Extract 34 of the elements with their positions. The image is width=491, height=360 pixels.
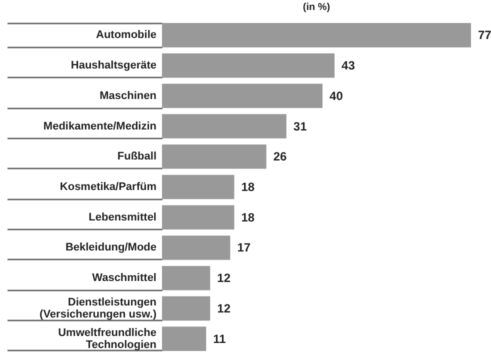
y-tick-label: Automobile bbox=[96, 29, 156, 42]
bar bbox=[162, 205, 234, 230]
y-tick-label: Waschmittel bbox=[92, 272, 156, 284]
data-label: 31 bbox=[293, 119, 308, 134]
bar bbox=[162, 23, 471, 48]
data-label: 11 bbox=[213, 332, 226, 346]
y-tick-label: Lebensmittel bbox=[88, 211, 156, 224]
y-tick-label: Dienstleistungen (Versicherungen usw.) bbox=[40, 296, 157, 320]
bar bbox=[162, 84, 323, 108]
bar bbox=[162, 326, 206, 351]
y-tick-label: Haushaltsgeräte bbox=[70, 60, 156, 72]
data-label: 12 bbox=[217, 271, 231, 286]
data-label: 18 bbox=[241, 210, 255, 224]
data-label: 18 bbox=[241, 180, 255, 194]
bar bbox=[162, 53, 335, 78]
y-tick-label: Bekleidung/Mode bbox=[65, 242, 156, 254]
data-label: 26 bbox=[273, 150, 288, 164]
bar bbox=[162, 114, 286, 138]
data-label: 43 bbox=[342, 58, 356, 73]
bar bbox=[162, 174, 234, 200]
y-tick-label: Kosmetika/Parfüm bbox=[60, 181, 157, 193]
y-tick-label: Umweltfreundliche Technologien bbox=[58, 326, 157, 351]
bar bbox=[162, 144, 266, 169]
chart-subtitle: (in %) bbox=[302, 2, 330, 13]
bar bbox=[162, 266, 210, 290]
data-label: 17 bbox=[237, 240, 251, 255]
y-tick-label: Fußball bbox=[117, 150, 156, 163]
data-label: 77 bbox=[478, 28, 491, 42]
data-label: 40 bbox=[330, 88, 344, 103]
bar bbox=[162, 296, 210, 321]
y-tick-label: Maschinen bbox=[100, 90, 157, 102]
data-label: 12 bbox=[217, 301, 231, 316]
bar bbox=[162, 236, 230, 260]
y-tick-label: Medikamente/Medizin bbox=[43, 120, 157, 132]
